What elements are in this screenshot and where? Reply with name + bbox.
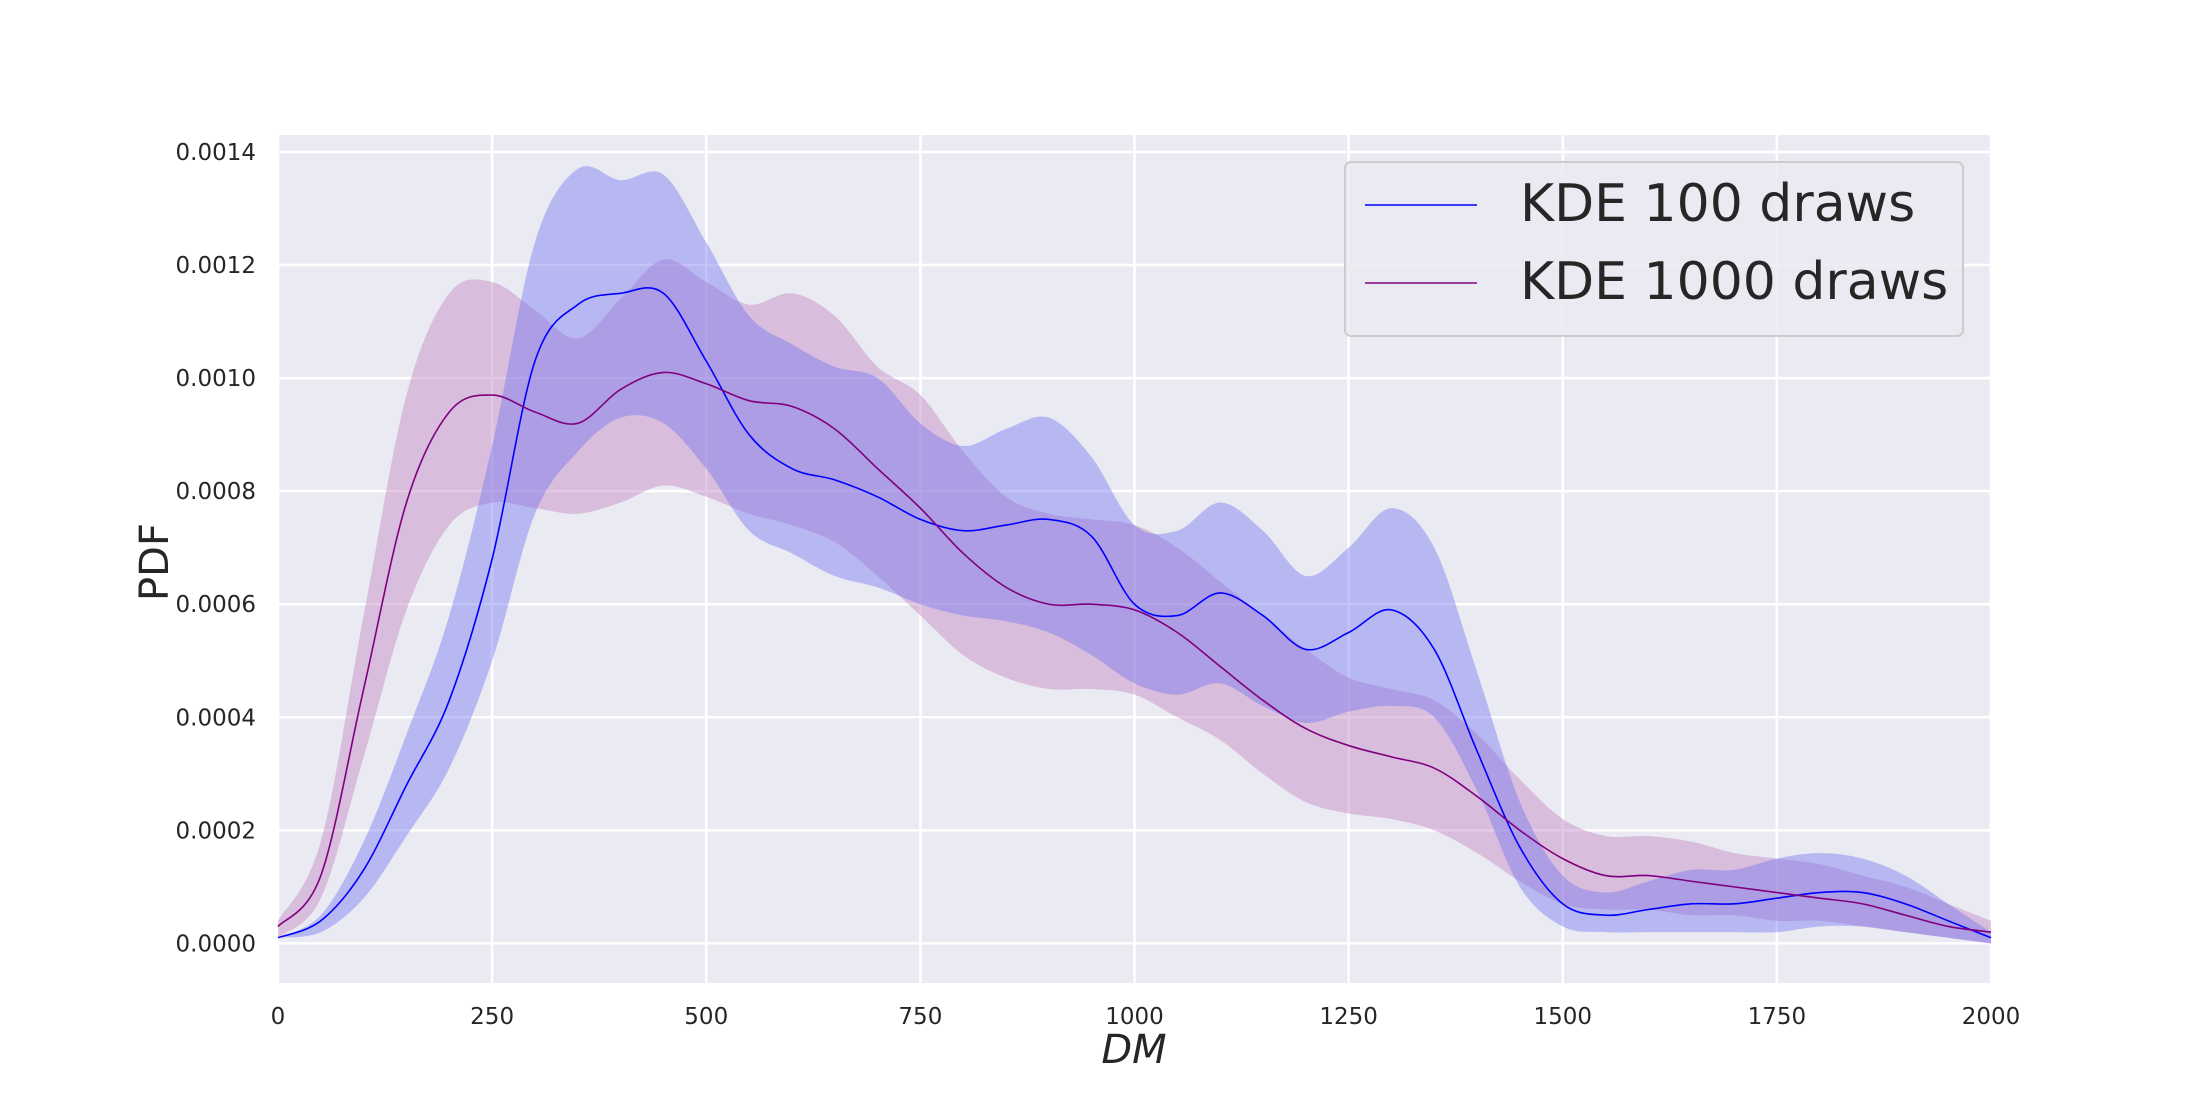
x-tick-label: 2000: [1962, 1004, 2021, 1030]
y-tick-labels: 0.0000 0.0002 0.0004 0.0006 0.0008 0.0010 0.00…: [176, 140, 256, 957]
y-tick-label: 0.0008: [176, 479, 256, 505]
x-tick-label: 1750: [1748, 1004, 1807, 1030]
y-tick-label: 0.0012: [176, 253, 256, 279]
y-tick-label: 0.0006: [176, 592, 256, 618]
x-tick-label: 0: [271, 1004, 286, 1030]
y-axis-label: PDF: [132, 523, 178, 601]
kde-lines: [277, 287, 1992, 939]
band-series-1: [278, 259, 1991, 944]
x-axis-label: DM: [1101, 1027, 1166, 1073]
x-tick-label: 1000: [1105, 1004, 1164, 1030]
line-series-1: [277, 371, 1992, 933]
y-tick-label: 0.0010: [176, 366, 256, 392]
y-tick-label: 0.0004: [176, 705, 256, 731]
x-tick-label: 750: [898, 1004, 942, 1030]
legend-box: [1344, 161, 1964, 337]
x-tick-label: 500: [684, 1004, 728, 1030]
x-tick-label: 250: [470, 1004, 514, 1030]
legend-label-kde-1000: KDE 1000 draws: [1520, 252, 1948, 312]
y-tick-label: 0.0002: [176, 818, 256, 844]
x-tick-labels: 0 250 500 750 1000 1250 1500 1750 2000: [271, 1004, 2021, 1030]
y-tick-label: 0.0000: [176, 931, 256, 957]
x-tick-label: 1250: [1319, 1004, 1378, 1030]
y-tick-label: 0.0014: [176, 140, 256, 166]
x-tick-label: 1500: [1533, 1004, 1592, 1030]
legend-label-kde-100: KDE 100 draws: [1520, 174, 1915, 234]
legend: KDE 100 draws KDE 1000 draws: [1344, 161, 1964, 337]
